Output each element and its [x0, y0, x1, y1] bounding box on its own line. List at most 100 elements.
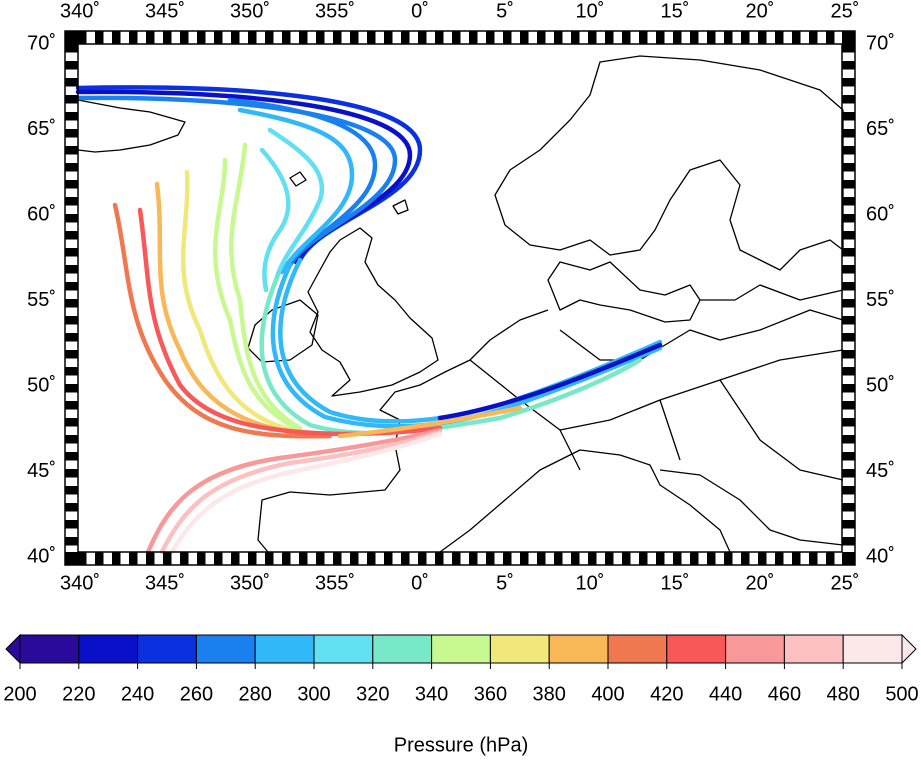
border-cell [65, 282, 78, 291]
border-cell [826, 31, 835, 44]
border-cell [418, 31, 427, 44]
border-cell [842, 61, 855, 70]
border-cell [842, 129, 855, 138]
colorbar: Pressure (hPa) 200 220 240 260 280 300 320 340 3… [3, 633, 919, 756]
border-cell [842, 95, 855, 104]
colorbar-tick-label: 420 [650, 683, 683, 705]
border-cell [65, 231, 78, 240]
colorbar-tick-label: 360 [474, 683, 507, 705]
map [75, 44, 844, 555]
border-cell [605, 31, 614, 44]
lon-label: 15˚ [661, 572, 690, 594]
border-cell [78, 31, 87, 44]
trajectory [437, 342, 663, 421]
border-cell [588, 552, 597, 565]
border-cell [65, 435, 78, 444]
border-cell [842, 197, 855, 206]
trajectory [237, 107, 355, 275]
border-cell [673, 552, 682, 565]
trajectories [75, 85, 663, 555]
border-cell [112, 552, 121, 565]
trajectory [154, 181, 323, 438]
coastline [439, 449, 731, 553]
border-cell [842, 214, 855, 223]
border-cell [214, 552, 223, 565]
border-cell [163, 31, 172, 44]
border-cell [571, 31, 580, 44]
colorbar-segment [195, 634, 256, 664]
border-cell [775, 31, 784, 44]
border-cell [129, 31, 138, 44]
border-cell [65, 129, 78, 138]
border-cell [724, 552, 733, 565]
border-cell [842, 248, 855, 257]
border-cell [65, 316, 78, 325]
border-cell [622, 31, 631, 44]
coastline [392, 199, 409, 215]
border-cell [214, 31, 223, 44]
border-cell [65, 265, 78, 274]
lat-label: 45˚ [866, 460, 895, 482]
border-cell [571, 552, 580, 565]
border-cell [842, 418, 855, 427]
border [469, 349, 844, 431]
border-cell [792, 552, 801, 565]
lat-label: 40˚ [866, 545, 895, 567]
colorbar-tick-label: 300 [297, 683, 330, 705]
border-cell [842, 146, 855, 155]
border [559, 379, 844, 481]
border-cell [282, 31, 291, 44]
border-cell [639, 552, 648, 565]
colorbar-segment [78, 634, 139, 664]
lon-label: 340˚ [60, 0, 100, 22]
lat-label: 55˚ [27, 289, 56, 311]
border-cell [842, 401, 855, 410]
colorbar-tick-label: 220 [62, 683, 95, 705]
border-cell [65, 469, 78, 478]
lat-label: 65˚ [27, 118, 56, 140]
coastline [289, 171, 307, 187]
colorbar-segment [607, 634, 668, 664]
border-cell [65, 248, 78, 257]
border-cell [316, 552, 325, 565]
coastline [77, 99, 186, 153]
colorbar-extend-high [901, 633, 917, 665]
border-cell [95, 552, 104, 565]
lon-label: 15˚ [661, 0, 690, 22]
colorbar-tick-label: 200 [3, 683, 36, 705]
axis-labels: 340˚ 340˚ 345˚ 345˚ 350˚ 350˚ 355˚ 355˚ 0˚ 0˚ 5˚ 5˚… [27, 0, 895, 594]
border-cell [758, 552, 767, 565]
colorbar-extend-low [5, 633, 21, 665]
border-cell [809, 552, 818, 565]
trajectory [259, 147, 291, 293]
border-cell [65, 61, 78, 70]
border-cell [469, 552, 478, 565]
border-cell [588, 31, 597, 44]
lat-label: 40˚ [27, 545, 56, 567]
border-cell [146, 552, 155, 565]
border-cell [65, 486, 78, 495]
colorbar-segment [19, 634, 80, 664]
lon-label: 355˚ [315, 572, 355, 594]
border-cell [65, 350, 78, 359]
border-cell [503, 552, 512, 565]
colorbar-title: Pressure (hPa) [394, 734, 529, 756]
border-cell [673, 31, 682, 44]
colorbar-segment [137, 634, 197, 664]
border-cell [707, 552, 716, 565]
border-cell [180, 552, 189, 565]
border-cell [554, 31, 563, 44]
border-cell [842, 316, 855, 325]
border-cell [418, 552, 427, 565]
coastline [700, 284, 844, 301]
border-cell [724, 31, 733, 44]
colorbar-segment [783, 634, 844, 664]
border-cell [65, 163, 78, 172]
border-cell [842, 452, 855, 461]
border-cell [384, 31, 393, 44]
border-cell [435, 31, 444, 44]
border-cell [350, 552, 359, 565]
border-cell [299, 552, 308, 565]
trajectory [112, 202, 333, 439]
